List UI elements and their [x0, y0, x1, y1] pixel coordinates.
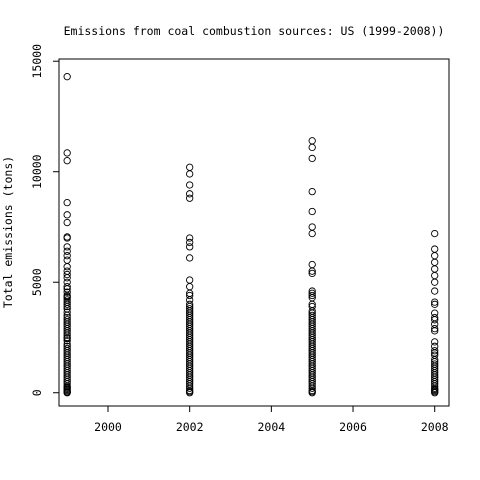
data-point — [186, 238, 194, 247]
data-point — [63, 211, 71, 219]
data-point — [63, 247, 71, 255]
plot-frame — [58, 58, 450, 407]
y-tick-label: 15000 — [30, 44, 44, 79]
data-point — [431, 252, 439, 260]
data-point — [63, 334, 71, 343]
data-point — [186, 384, 194, 392]
data-point — [63, 157, 71, 165]
data-point — [431, 338, 439, 346]
data-point — [308, 260, 316, 269]
data-point — [308, 384, 316, 392]
data-point — [431, 278, 439, 286]
x-tick-label: 2002 — [176, 420, 204, 434]
data-point — [431, 300, 439, 308]
data-point — [63, 218, 71, 227]
y-axis-label: Total emissions (tons) — [1, 156, 15, 308]
data-point — [431, 287, 439, 295]
data-point — [308, 143, 316, 152]
data-point — [63, 300, 71, 308]
data-point — [308, 229, 316, 238]
data-point — [431, 298, 439, 306]
data-point — [308, 207, 316, 216]
data-point — [63, 149, 71, 157]
data-point — [431, 271, 439, 280]
data-point — [186, 276, 194, 284]
data-point — [63, 288, 71, 296]
data-point — [63, 256, 71, 264]
x-tick-label: 2000 — [94, 420, 122, 434]
data-point — [63, 282, 71, 291]
data-point — [431, 347, 439, 355]
chart-title: Emissions from coal combustion sources: … — [64, 24, 445, 38]
data-point — [431, 265, 439, 273]
data-point — [186, 282, 194, 291]
data-point — [308, 137, 316, 145]
y-axis: 0 5000 10000 15000 — [30, 44, 60, 396]
data-point — [308, 267, 316, 275]
data-point — [63, 337, 71, 345]
data-point — [186, 234, 194, 242]
x-tick-label: 2004 — [258, 420, 286, 434]
data-point — [186, 163, 194, 171]
data-point — [63, 329, 71, 337]
data-point — [431, 245, 439, 253]
data-point — [186, 389, 194, 397]
y-tick-label: 0 — [30, 389, 44, 396]
data-point — [63, 73, 71, 81]
data-point — [63, 274, 71, 282]
data-point — [63, 252, 71, 260]
data-point — [308, 289, 316, 297]
data-point — [63, 302, 71, 311]
x-tick-label: 2006 — [339, 420, 367, 434]
y-tick-label: 5000 — [30, 268, 44, 296]
data-point — [63, 389, 71, 397]
data-point — [431, 229, 439, 238]
data-points — [63, 73, 439, 397]
data-point — [63, 263, 71, 271]
data-point — [63, 243, 71, 251]
data-point — [308, 223, 316, 231]
data-point — [63, 331, 71, 339]
data-point — [308, 154, 316, 163]
data-point — [186, 243, 194, 251]
data-point — [431, 327, 439, 335]
data-point — [431, 316, 439, 324]
data-point — [186, 194, 194, 202]
data-point — [186, 254, 194, 262]
data-point — [308, 187, 316, 196]
x-axis: 2000 2002 2004 2006 2008 — [94, 405, 449, 434]
data-point — [431, 258, 439, 266]
data-point — [186, 181, 194, 189]
data-point — [63, 234, 71, 242]
data-point — [308, 389, 316, 397]
data-point — [186, 170, 194, 178]
x-tick-label: 2008 — [421, 420, 449, 434]
y-tick-label: 10000 — [30, 154, 44, 189]
data-point — [308, 269, 316, 278]
data-point — [63, 270, 71, 279]
data-point — [186, 190, 194, 198]
data-point — [431, 389, 439, 397]
data-point — [186, 291, 194, 300]
data-point — [431, 324, 439, 333]
data-point — [63, 308, 71, 316]
data-point — [308, 291, 316, 300]
data-point — [63, 199, 71, 207]
